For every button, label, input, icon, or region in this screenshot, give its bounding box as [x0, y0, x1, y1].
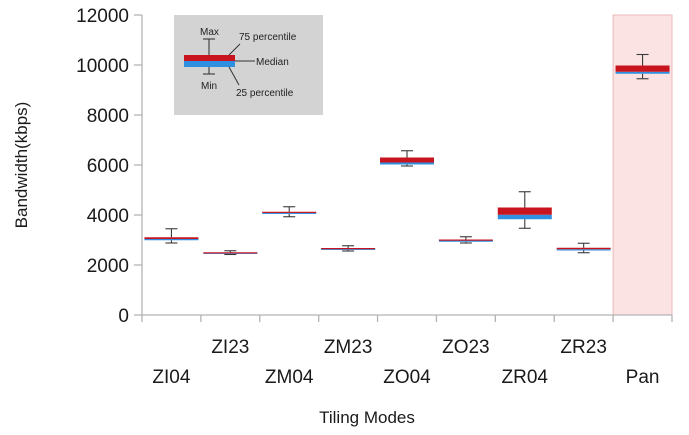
- x-tick-label: ZI04: [152, 367, 190, 388]
- box-lower-quartile: [380, 162, 434, 165]
- box-upper-quartile: [615, 65, 670, 72]
- legend-q1-pointer: [228, 66, 240, 86]
- box-upper-quartile: [262, 211, 317, 213]
- y-tick-label: 6000: [87, 156, 129, 177]
- box-plot-zr04: [497, 191, 552, 229]
- x-tick-label: ZR23: [560, 337, 606, 358]
- x-axis-title: Tiling Modes: [319, 408, 415, 427]
- box-upper-quartile: [380, 157, 434, 163]
- x-tick-label: Pan: [626, 367, 660, 388]
- box-plot-zm23: [321, 245, 376, 252]
- box-upper-quartile: [144, 237, 199, 239]
- box-upper-quartile: [556, 247, 611, 250]
- box-lower-quartile: [497, 214, 552, 220]
- box-upper-quartile: [321, 248, 376, 250]
- box-lower-quartile: [262, 212, 317, 214]
- box-plot-zi23: [203, 250, 258, 256]
- x-tick-label: ZO23: [442, 337, 490, 358]
- x-tick-label: ZM04: [265, 367, 314, 388]
- legend-label-min: Min: [201, 81, 217, 92]
- box-lower-quartile: [556, 249, 611, 251]
- box-upper-quartile: [438, 239, 493, 241]
- y-tick-label: 12000: [76, 6, 129, 27]
- legend-label-max: Max: [200, 27, 219, 38]
- box-plot-zi04: [144, 228, 199, 244]
- y-tick-label: 4000: [87, 206, 129, 227]
- y-tick-label: 0: [118, 306, 129, 327]
- box-lower-quartile: [144, 239, 199, 241]
- legend-upper-box: [184, 55, 235, 61]
- y-tick-label: 2000: [87, 256, 129, 277]
- box-plot-zo04: [380, 150, 434, 167]
- x-tick-label: ZM23: [324, 337, 373, 358]
- box-plot-zm04: [262, 206, 317, 218]
- box-upper-quartile: [497, 207, 552, 215]
- x-tick-label: ZR04: [502, 367, 549, 388]
- box-plot-zo23: [438, 236, 493, 244]
- box-plot-zr23: [556, 242, 611, 254]
- legend-q3-pointer: [228, 43, 241, 56]
- y-tick-label: 10000: [76, 56, 129, 77]
- box-upper-quartile: [203, 252, 258, 254]
- legend-label-q3: 75 percentile: [239, 32, 297, 43]
- legend: Max 75 percentile Median Min 25 percentile: [174, 15, 323, 115]
- box-plot-pan: [615, 53, 670, 80]
- legend-label-median: Median: [256, 57, 289, 68]
- y-tick-label: 8000: [87, 106, 129, 127]
- legend-lower-box: [184, 61, 235, 67]
- x-tick-label: ZO04: [383, 367, 431, 388]
- legend-label-q1: 25 percentile: [236, 88, 294, 99]
- x-tick-label: ZI23: [211, 337, 249, 358]
- box-lower-quartile: [438, 240, 493, 242]
- y-axis-title: Bandwidth(kbps): [12, 102, 31, 229]
- box-lower-quartile: [321, 248, 376, 250]
- box-lower-quartile: [615, 71, 670, 74]
